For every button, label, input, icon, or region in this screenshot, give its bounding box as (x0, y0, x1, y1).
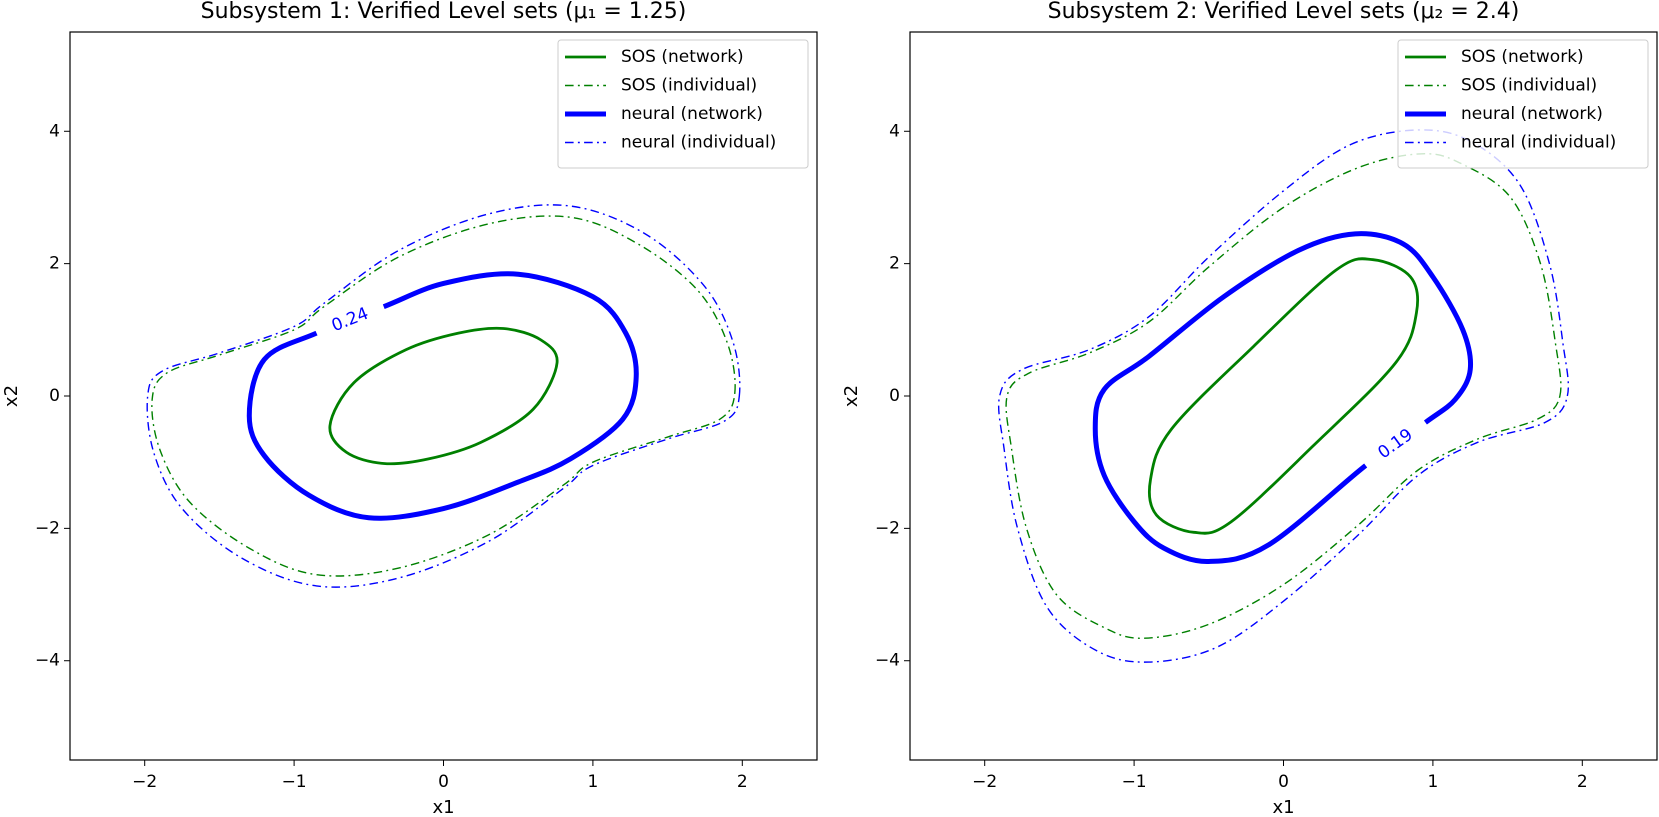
x-tick-label: −1 (1122, 772, 1147, 792)
x-tick-label: 2 (737, 772, 748, 792)
y-tick-label: 2 (889, 254, 900, 274)
contour-line (997, 129, 1570, 663)
x-tick-label: 2 (1577, 772, 1588, 792)
x-tick-label: −2 (132, 772, 157, 792)
legend-label: neural (network) (621, 104, 763, 124)
contour-label: 0.19 (1374, 425, 1416, 463)
legend-label: SOS (network) (1461, 47, 1584, 67)
legend-label: neural (network) (1461, 104, 1603, 124)
legend-label: neural (individual) (1461, 133, 1616, 153)
contour-line (146, 204, 741, 588)
y-tick-label: −4 (35, 651, 60, 671)
legend: SOS (network) SOS (individual) neural (net… (1397, 39, 1649, 169)
contour-line (1005, 153, 1562, 639)
x-tick-label: 0 (438, 772, 449, 792)
chart-title: Subsystem 2: Verified Level sets (μ₂ = 2… (1048, 0, 1520, 24)
y-tick-label: 2 (49, 254, 60, 274)
legend-box (557, 39, 809, 169)
x-tick-label: 0 (1278, 772, 1289, 792)
y-tick-label: −4 (875, 651, 900, 671)
legend-label: SOS (individual) (621, 76, 757, 96)
x-tick-label: 1 (1427, 772, 1438, 792)
chart-title: Subsystem 1: Verified Level sets (μ₁ = 1… (201, 0, 687, 24)
contour-line (151, 215, 736, 577)
x-tick-label: 1 (587, 772, 598, 792)
legend-label: SOS (network) (621, 47, 744, 67)
legend-box (1397, 39, 1649, 169)
y-tick-label: −2 (875, 518, 900, 538)
x-tick-label: −1 (282, 772, 307, 792)
contour-label: 0.24 (329, 304, 372, 336)
x-axis-label: x1 (1272, 797, 1294, 817)
y-tick-label: −2 (35, 518, 60, 538)
plot-area (997, 129, 1570, 663)
legend-label: SOS (individual) (1461, 76, 1597, 96)
x-tick-label: −2 (972, 772, 997, 792)
plot-area (146, 204, 741, 588)
axes-frame (909, 31, 1658, 761)
legend: SOS (network) SOS (individual) neural (net… (557, 39, 809, 169)
y-tick-label: 0 (889, 386, 900, 406)
contour-line (1147, 257, 1420, 535)
y-tick-label: 4 (49, 121, 60, 141)
axes-frame (69, 31, 818, 761)
legend-label: neural (individual) (621, 133, 776, 153)
y-tick-label: 4 (889, 121, 900, 141)
y-tick-label: 0 (49, 386, 60, 406)
y-axis-label: x2 (841, 385, 862, 407)
x-axis-label: x1 (432, 797, 454, 817)
contour-line (246, 271, 639, 521)
y-axis-label: x2 (1, 385, 22, 407)
contour-line (328, 326, 559, 466)
contour-line (1092, 231, 1474, 564)
